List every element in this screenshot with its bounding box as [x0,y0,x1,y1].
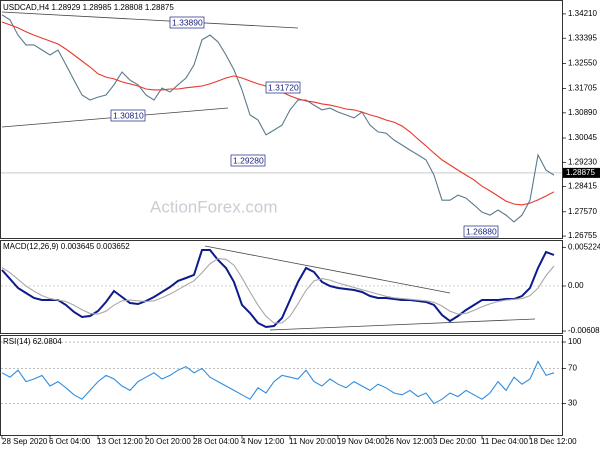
annotation-box [463,225,499,238]
annotation-box [110,109,146,122]
y-tick-label: 0.00 [568,281,584,290]
x-tick-label: 20 Oct 20:00 [145,437,191,446]
series-line [1,14,555,223]
panel-frame [0,240,563,334]
panel-title: USDCAD,H4 1.28929 1.28985 1.28808 1.2887… [3,3,174,12]
x-tick-label: 6 Oct 04:00 [49,437,91,446]
annotation-box [265,81,301,94]
y-tick-label: 1.29230 [568,157,597,166]
y-tick-label: 1.32550 [568,58,597,67]
x-tick-label: 11 Nov 20:00 [289,437,337,446]
panel-title: MACD(12,26,9) 0.003645 0.003652 [3,242,130,251]
y-tick-label: 1.30045 [568,133,597,142]
y-tick-label: 1.31705 [568,84,597,93]
annotation: 1.31720 [268,82,299,92]
y-tick-label: 70 [568,364,577,373]
current-price-label: 1.28875 [566,168,595,177]
y-tick-label: 1.34210 [568,9,597,18]
annotation: 1.30810 [113,110,144,120]
x-tick-label: 28 Sep 2020 [2,437,48,446]
panel-frame [0,335,563,436]
x-tick-label: 4 Nov 12:00 [241,437,285,446]
trendline [1,11,299,29]
annotation: 1.33890 [172,17,203,27]
x-tick-label: 18 Dec 12:00 [529,437,577,446]
series-line [1,258,555,324]
annotation-box [169,16,205,29]
series-line [1,360,555,405]
x-tick-label: 26 Nov 12:00 [385,437,433,446]
x-tick-label: 11 Dec 04:00 [481,437,529,446]
panel-title: RSI(14) 62.0804 [3,337,62,346]
y-tick-label: 1.26755 [568,231,597,240]
panel-frame [0,0,563,239]
y-tick-label: -0.006088 [568,326,600,335]
annotation-box [230,154,266,167]
y-tick-label: 100 [568,337,582,346]
y-tick-label: 1.28415 [568,182,597,191]
trendline [269,318,536,331]
x-tick-label: 13 Oct 12:00 [97,437,143,446]
annotation: 1.29280 [233,155,264,165]
current-price-box [563,167,600,178]
y-tick-label: 1.33395 [568,33,597,42]
annotation: 1.26880 [466,226,497,236]
y-tick-label: 1.30890 [568,108,597,117]
y-tick-label: 30 [568,399,577,408]
watermark: ActionForex.com [150,197,278,216]
trendline [204,245,451,294]
x-tick-label: 19 Nov 04:00 [337,437,385,446]
x-tick-label: 3 Dec 20:00 [433,437,477,446]
y-tick-label: 1.27570 [568,207,597,216]
y-tick-label: 0.005224 [568,242,600,251]
x-tick-label: 28 Oct 04:00 [193,437,239,446]
